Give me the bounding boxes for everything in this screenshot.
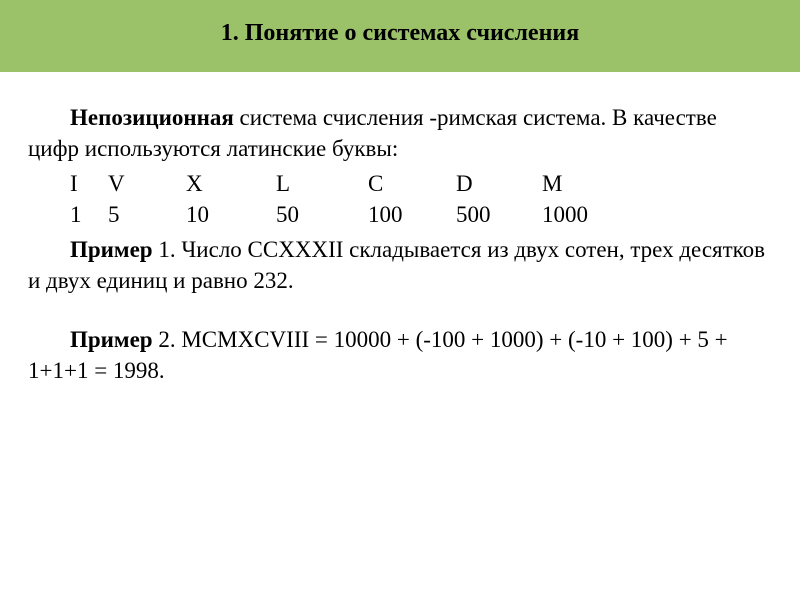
- content-area: Непозиционная система счисления -римская…: [0, 72, 800, 386]
- roman-value: 5: [108, 199, 186, 230]
- example-1-paragraph: Пример 1. Число CCXXXII складывается из …: [28, 234, 772, 296]
- header-band: 1. Понятие о системах счисления: [0, 0, 800, 72]
- roman-value: 100: [368, 199, 456, 230]
- roman-numerals-table: I V X L C D M 1 5 10 50 100 500 1000: [70, 168, 772, 230]
- example-2-label: Пример: [70, 327, 153, 352]
- roman-symbols-row: I V X L C D M: [70, 168, 772, 199]
- roman-value: 1: [70, 199, 108, 230]
- roman-symbol: L: [276, 168, 368, 199]
- roman-value: 1000: [542, 199, 622, 230]
- roman-symbol: I: [70, 168, 108, 199]
- roman-values-row: 1 5 10 50 100 500 1000: [70, 199, 772, 230]
- roman-symbol: X: [186, 168, 276, 199]
- slide-container: 1. Понятие о системах счисления Непозици…: [0, 0, 800, 600]
- roman-symbol: D: [456, 168, 542, 199]
- intro-bold: Непозиционная: [70, 105, 234, 130]
- example-1-label: Пример: [70, 237, 153, 262]
- intro-paragraph: Непозиционная система счисления -римская…: [28, 102, 772, 164]
- example-2-paragraph: Пример 2. MCMXCVIII = 10000 + (-100 + 10…: [28, 324, 772, 386]
- roman-symbol: M: [542, 168, 622, 199]
- roman-symbol: V: [108, 168, 186, 199]
- roman-symbol: C: [368, 168, 456, 199]
- roman-value: 10: [186, 199, 276, 230]
- roman-value: 50: [276, 199, 368, 230]
- spacer: [28, 298, 772, 324]
- slide-title: 1. Понятие о системах счисления: [0, 20, 800, 47]
- roman-value: 500: [456, 199, 542, 230]
